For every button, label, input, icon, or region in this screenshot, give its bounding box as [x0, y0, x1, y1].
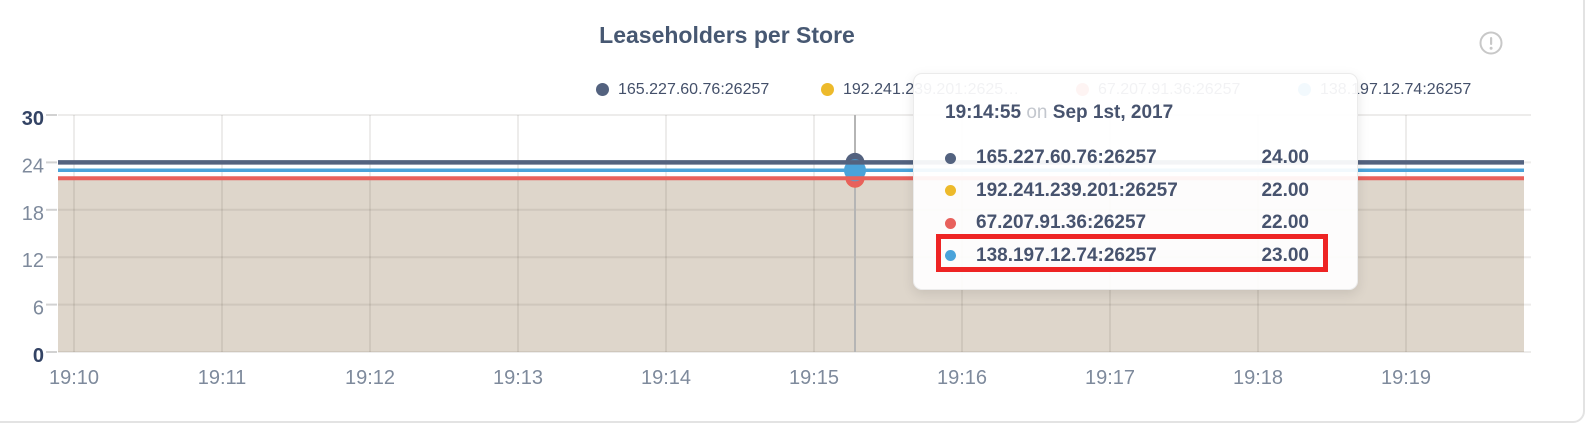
- x-axis-label: 19:16: [937, 367, 987, 389]
- series-swatch-icon: [945, 250, 956, 262]
- info-circle-icon: [1479, 31, 1503, 55]
- series-value: 22.00: [1261, 212, 1309, 234]
- y-axis-label: 18: [22, 203, 44, 225]
- series-value: 23.00: [1261, 244, 1309, 266]
- tooltip-series-list: 165.227.60.76:26257 24.00 192.241.239.20…: [945, 142, 1309, 272]
- x-axis-label: 19:12: [345, 367, 395, 389]
- tooltip-conjunction: on: [1026, 102, 1048, 123]
- series-value: 22.00: [1261, 179, 1309, 201]
- tooltip-date: Sep 1st, 2017: [1052, 102, 1174, 123]
- x-axis-label: 19:14: [641, 367, 691, 389]
- legend-item-node-1[interactable]: 165.227.60.76:26257: [596, 81, 769, 98]
- series-swatch-icon: [945, 217, 956, 229]
- x-axis-label: 19:11: [198, 367, 247, 389]
- series-name: 165.227.60.76:26257: [976, 147, 1157, 169]
- legend-label: 165.227.60.76:26257: [618, 80, 770, 98]
- x-axis-label: 19:19: [1381, 367, 1431, 389]
- legend-swatch-icon: [821, 83, 834, 96]
- x-axis-label: 19:13: [493, 367, 543, 389]
- y-axis-label: 30: [22, 108, 44, 130]
- x-axis-label: 19:17: [1085, 367, 1135, 389]
- info-icon[interactable]: [1478, 30, 1504, 56]
- x-axis-label: 19:10: [49, 367, 99, 389]
- legend-swatch-icon: [596, 83, 609, 96]
- y-axis-label: 24: [22, 155, 44, 177]
- series-value: 24.00: [1261, 147, 1309, 169]
- chart-title: Leaseholders per Store: [599, 22, 855, 48]
- series-name: 192.241.239.201:26257: [976, 179, 1178, 201]
- x-axis-label: 19:18: [1233, 367, 1283, 389]
- y-axis-label: 6: [33, 298, 44, 320]
- y-axis-label: 0: [33, 345, 44, 367]
- series-swatch-icon: [945, 185, 956, 197]
- series-swatch-icon: [945, 152, 956, 164]
- tooltip-row: 165.227.60.76:26257 24.00: [945, 142, 1309, 175]
- y-axis-label: 12: [22, 250, 44, 272]
- x-axis-label: 19:15: [789, 367, 839, 389]
- tooltip-row: 192.241.239.201:26257 22.00: [945, 175, 1309, 208]
- hover-tooltip: 19:14:55 on Sep 1st, 2017 165.227.60.76:…: [913, 73, 1358, 290]
- tooltip-timestamp: 19:14:55 on Sep 1st, 2017: [945, 102, 1173, 124]
- tooltip-row-highlighted: 138.197.12.74:26257 23.00: [945, 240, 1309, 273]
- series-name: 67.207.91.36:26257: [976, 212, 1147, 234]
- series-name: 138.197.12.74:26257: [976, 244, 1157, 266]
- tooltip-row: 67.207.91.36:26257 22.00: [945, 207, 1309, 240]
- tooltip-time: 19:14:55: [945, 102, 1022, 123]
